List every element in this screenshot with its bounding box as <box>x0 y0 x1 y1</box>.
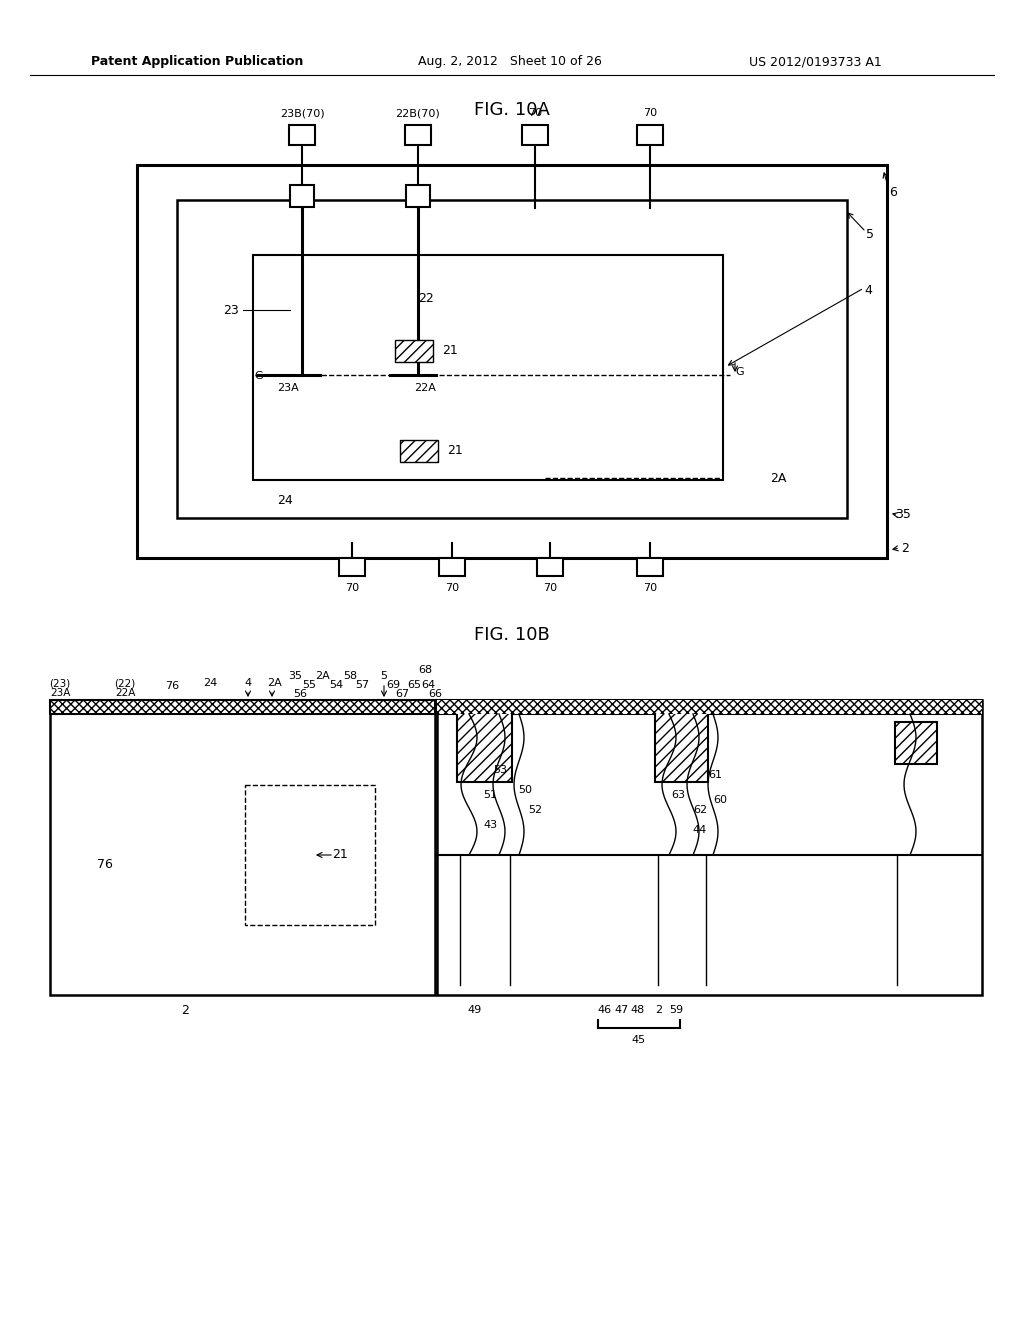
Bar <box>522 125 548 145</box>
Text: 24: 24 <box>278 494 293 507</box>
Text: 59: 59 <box>669 1005 683 1015</box>
Text: 66: 66 <box>428 689 442 700</box>
Text: 61: 61 <box>708 770 722 780</box>
Bar <box>289 125 315 145</box>
Text: 56: 56 <box>293 689 307 700</box>
Text: 22A: 22A <box>115 688 135 698</box>
Text: 2A: 2A <box>267 678 283 688</box>
Bar <box>457 710 512 781</box>
Bar <box>437 700 982 714</box>
Bar <box>50 700 435 714</box>
Text: 6: 6 <box>889 186 897 199</box>
Bar <box>406 125 431 145</box>
Text: G: G <box>735 367 743 378</box>
Text: 22A: 22A <box>414 383 436 393</box>
Text: 62: 62 <box>693 805 707 814</box>
Text: 49: 49 <box>468 1005 482 1015</box>
Text: 24: 24 <box>203 678 217 688</box>
Text: 22B(70): 22B(70) <box>395 108 440 117</box>
Bar <box>50 700 435 995</box>
Bar <box>895 722 937 764</box>
Text: 52: 52 <box>528 805 542 814</box>
Text: 47: 47 <box>614 1005 629 1015</box>
Bar <box>637 558 663 576</box>
Text: 70: 70 <box>445 583 459 593</box>
Text: 70: 70 <box>345 583 359 593</box>
Text: 58: 58 <box>343 671 357 681</box>
Text: 23A: 23A <box>50 688 71 698</box>
Text: 23B(70): 23B(70) <box>280 108 325 117</box>
Text: 64: 64 <box>421 680 435 690</box>
Text: 67: 67 <box>395 689 409 700</box>
Bar <box>537 558 563 576</box>
Text: 23: 23 <box>223 304 239 317</box>
Bar <box>253 255 723 480</box>
Text: 54: 54 <box>329 680 343 690</box>
Text: 50: 50 <box>518 785 532 795</box>
Bar <box>400 440 438 462</box>
Text: 45: 45 <box>632 1035 646 1045</box>
Bar <box>406 185 430 207</box>
Bar <box>290 185 314 207</box>
Text: 21: 21 <box>447 445 463 458</box>
Text: 4: 4 <box>864 284 872 297</box>
Text: 70: 70 <box>643 108 657 117</box>
Bar <box>395 341 433 362</box>
Bar <box>637 125 663 145</box>
Text: 44: 44 <box>693 825 708 836</box>
Text: Patent Application Publication: Patent Application Publication <box>91 55 303 69</box>
Text: 51: 51 <box>483 789 497 800</box>
Bar <box>439 558 465 576</box>
Text: 2A: 2A <box>315 671 331 681</box>
Text: FIG. 10A: FIG. 10A <box>474 102 550 119</box>
Text: 48: 48 <box>631 1005 645 1015</box>
Bar <box>655 710 708 781</box>
Text: 21: 21 <box>442 345 458 358</box>
Text: 55: 55 <box>302 680 316 690</box>
Text: 76: 76 <box>165 681 179 690</box>
Text: 23A: 23A <box>278 383 299 393</box>
Text: 70: 70 <box>543 583 557 593</box>
Text: (23): (23) <box>49 678 71 688</box>
Text: (22): (22) <box>115 678 135 688</box>
Text: 65: 65 <box>407 680 421 690</box>
Bar <box>177 201 847 517</box>
Text: 60: 60 <box>713 795 727 805</box>
Bar <box>245 785 375 925</box>
Text: 57: 57 <box>355 680 369 690</box>
Text: 2: 2 <box>655 1005 663 1015</box>
Text: 21: 21 <box>332 849 348 862</box>
Text: Aug. 2, 2012   Sheet 10 of 26: Aug. 2, 2012 Sheet 10 of 26 <box>418 55 602 69</box>
Text: 5: 5 <box>381 671 387 681</box>
Text: G: G <box>255 371 263 381</box>
Text: 43: 43 <box>483 820 497 830</box>
Text: 5: 5 <box>866 228 874 242</box>
Bar <box>437 700 982 995</box>
Text: US 2012/0193733 A1: US 2012/0193733 A1 <box>749 55 882 69</box>
Text: 69: 69 <box>386 680 400 690</box>
Text: 63: 63 <box>671 789 685 800</box>
Text: 70: 70 <box>528 108 542 117</box>
Text: 68: 68 <box>418 665 432 675</box>
Text: 76: 76 <box>97 858 113 871</box>
Text: 53: 53 <box>493 766 507 775</box>
Text: 46: 46 <box>598 1005 612 1015</box>
Text: 2A: 2A <box>770 471 786 484</box>
Bar <box>437 700 982 714</box>
Text: 2: 2 <box>901 541 909 554</box>
Text: 22: 22 <box>418 292 434 305</box>
Text: 35: 35 <box>288 671 302 681</box>
Text: FIG. 10B: FIG. 10B <box>474 626 550 644</box>
Text: 70: 70 <box>643 583 657 593</box>
Text: 4: 4 <box>245 678 252 688</box>
Bar <box>339 558 365 576</box>
Text: 35: 35 <box>895 508 911 521</box>
Text: 2: 2 <box>181 1003 189 1016</box>
Bar <box>137 165 887 558</box>
